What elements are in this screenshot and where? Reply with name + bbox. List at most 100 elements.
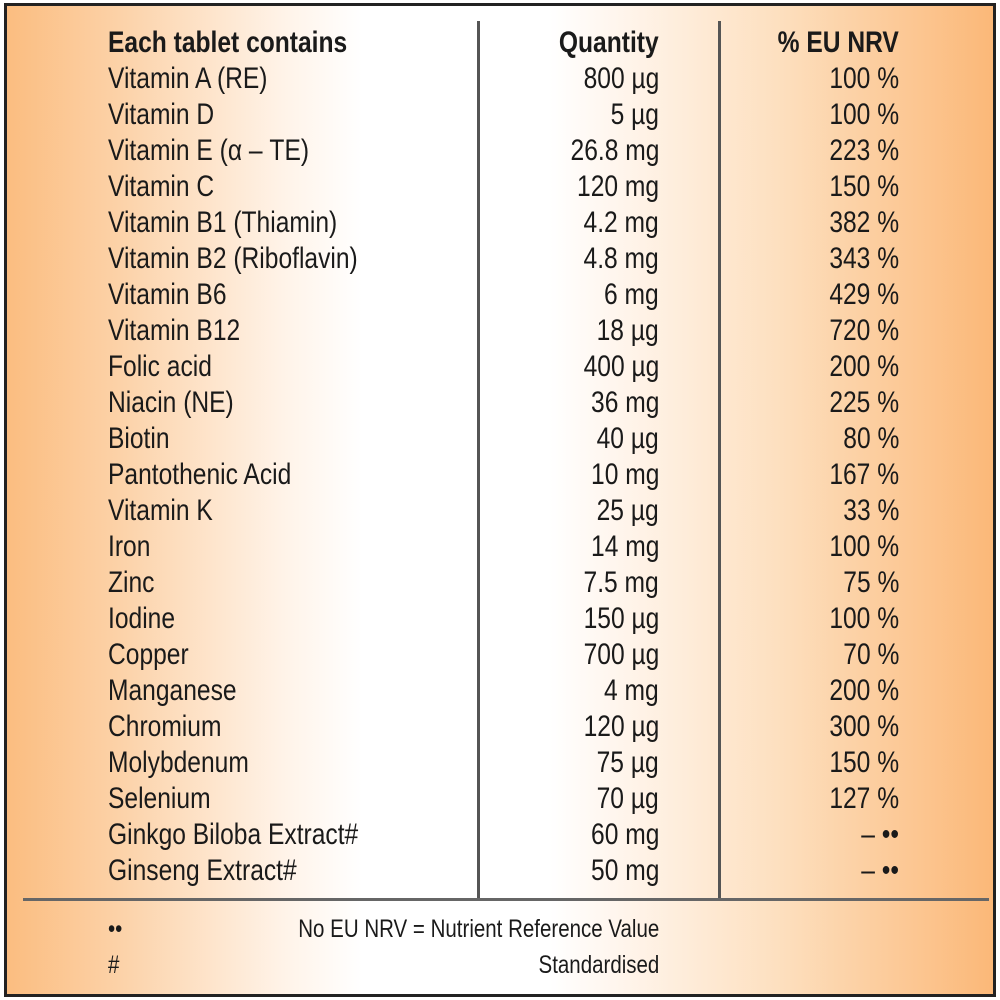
nutrient-quantity: 6 mg xyxy=(604,278,659,311)
nutrient-quantity: 400 µg xyxy=(583,350,659,383)
nutrient-nrv: 75 % xyxy=(842,566,899,599)
nutrient-name: Vitamin B6 xyxy=(108,278,227,311)
nutrient-name: Biotin xyxy=(108,422,170,455)
nutrient-quantity: 120 µg xyxy=(583,710,659,743)
nutrient-quantity: 4 mg xyxy=(604,674,659,707)
footnote-symbol: # xyxy=(108,951,120,979)
header-name: Each tablet contains xyxy=(108,26,348,59)
nutrient-nrv: – •• xyxy=(861,818,899,851)
nutrition-table: Each tablet contains Quantity % EU NRV V… xyxy=(4,3,996,997)
nutrient-quantity: 18 µg xyxy=(596,314,659,347)
nutrient-quantity: 10 mg xyxy=(590,458,659,491)
table-row: Selenium 70 µg 127 % xyxy=(7,781,993,817)
header-quantity: Quantity xyxy=(559,26,659,59)
table-row: Folic acid 400 µg 200 % xyxy=(7,349,993,385)
table-row: Pantothenic Acid 10 mg 167 % xyxy=(7,457,993,493)
nutrient-quantity: 150 µg xyxy=(583,602,659,635)
nutrient-name: Vitamin K xyxy=(108,494,213,527)
nutrient-nrv: 150 % xyxy=(829,170,899,203)
nutrient-nrv: 100 % xyxy=(829,98,899,131)
nutrient-quantity: 4.2 mg xyxy=(583,206,659,239)
nutrient-name: Chromium xyxy=(108,710,222,743)
nutrient-name: Vitamin A (RE) xyxy=(108,62,268,95)
header-nrv: % EU NRV xyxy=(777,26,899,59)
footnote-text: No EU NRV = Nutrient Reference Value xyxy=(297,915,659,943)
nutrient-nrv: 429 % xyxy=(829,278,899,311)
nutrient-nrv: 150 % xyxy=(829,746,899,779)
nutrient-name: Vitamin E (α – TE) xyxy=(108,134,310,167)
nutrient-nrv: 200 % xyxy=(829,674,899,707)
nutrient-name: Vitamin C xyxy=(108,170,215,203)
nutrient-quantity: 36 mg xyxy=(590,386,659,419)
nutrient-name: Manganese xyxy=(108,674,237,707)
footnote-text: Standardised xyxy=(538,951,659,979)
nutrient-nrv: – •• xyxy=(861,854,899,887)
footer-divider xyxy=(23,898,989,901)
nutrient-nrv: 80 % xyxy=(842,422,899,455)
table-row: Chromium 120 µg 300 % xyxy=(7,709,993,745)
table-row: Ginkgo Biloba Extract# 60 mg – •• xyxy=(7,817,993,853)
column-divider xyxy=(477,21,480,901)
nutrient-name: Copper xyxy=(108,638,189,671)
nutrient-quantity: 14 mg xyxy=(590,530,659,563)
nutrient-nrv: 382 % xyxy=(829,206,899,239)
nutrient-name: Ginkgo Biloba Extract# xyxy=(108,818,359,851)
table-row: Vitamin A (RE) 800 µg 100 % xyxy=(7,61,993,97)
nutrient-nrv: 33 % xyxy=(842,494,899,527)
nutrient-nrv: 720 % xyxy=(829,314,899,347)
nutrient-name: Niacin (NE) xyxy=(108,386,234,419)
nutrient-name: Iodine xyxy=(108,602,176,635)
nutrient-quantity: 25 µg xyxy=(596,494,659,527)
nutrient-name: Folic acid xyxy=(108,350,212,383)
table-row: Biotin 40 µg 80 % xyxy=(7,421,993,457)
table-row: Copper 700 µg 70 % xyxy=(7,637,993,673)
table-row: Vitamin B6 6 mg 429 % xyxy=(7,277,993,313)
nutrient-quantity: 70 µg xyxy=(596,782,659,815)
nutrient-nrv: 225 % xyxy=(829,386,899,419)
nutrient-nrv: 200 % xyxy=(829,350,899,383)
nutrient-name: Pantothenic Acid xyxy=(108,458,292,491)
nutrient-nrv: 167 % xyxy=(829,458,899,491)
nutrient-quantity: 800 µg xyxy=(583,62,659,95)
nutrient-quantity: 700 µg xyxy=(583,638,659,671)
nutrient-name: Vitamin B2 (Riboflavin) xyxy=(108,242,358,275)
nutrient-name: Vitamin D xyxy=(108,98,215,131)
nutrient-quantity: 75 µg xyxy=(596,746,659,779)
table-row: Vitamin K 25 µg 33 % xyxy=(7,493,993,529)
nutrient-quantity: 5 µg xyxy=(610,98,659,131)
nutrient-nrv: 100 % xyxy=(829,62,899,95)
nutrient-name: Selenium xyxy=(108,782,211,815)
nutrient-name: Vitamin B12 xyxy=(108,314,241,347)
nutrient-name: Iron xyxy=(108,530,151,563)
table-row: Vitamin B12 18 µg 720 % xyxy=(7,313,993,349)
table-row: Vitamin B2 (Riboflavin) 4.8 mg 343 % xyxy=(7,241,993,277)
nutrient-quantity: 7.5 mg xyxy=(583,566,659,599)
nutrient-name: Molybdenum xyxy=(108,746,249,779)
nutrient-nrv: 127 % xyxy=(829,782,899,815)
nutrient-name: Zinc xyxy=(108,566,155,599)
table-row: Iron 14 mg 100 % xyxy=(7,529,993,565)
nutrient-nrv: 100 % xyxy=(829,602,899,635)
table-row: Vitamin E (α – TE) 26.8 mg 223 % xyxy=(7,133,993,169)
table-row: Zinc 7.5 mg 75 % xyxy=(7,565,993,601)
table-row: Iodine 150 µg 100 % xyxy=(7,601,993,637)
nutrient-nrv: 300 % xyxy=(829,710,899,743)
table-header: Each tablet contains Quantity % EU NRV xyxy=(7,25,993,61)
footnote-symbol: •• xyxy=(108,915,123,943)
table-row: Niacin (NE) 36 mg 225 % xyxy=(7,385,993,421)
table-row: Manganese 4 mg 200 % xyxy=(7,673,993,709)
nutrient-nrv: 70 % xyxy=(842,638,899,671)
table-row: Ginseng Extract# 50 mg – •• xyxy=(7,853,993,889)
nutrient-quantity: 26.8 mg xyxy=(570,134,659,167)
nutrient-quantity: 50 mg xyxy=(590,854,659,887)
table-row: Vitamin B1 (Thiamin) 4.2 mg 382 % xyxy=(7,205,993,241)
table-row: Vitamin D 5 µg 100 % xyxy=(7,97,993,133)
table-row: Molybdenum 75 µg 150 % xyxy=(7,745,993,781)
column-divider xyxy=(718,21,721,901)
nutrient-name: Ginseng Extract# xyxy=(108,854,297,887)
nutrient-quantity: 4.8 mg xyxy=(583,242,659,275)
table-row: Vitamin C 120 mg 150 % xyxy=(7,169,993,205)
nutrient-nrv: 100 % xyxy=(829,530,899,563)
nutrient-name: Vitamin B1 (Thiamin) xyxy=(108,206,338,239)
nutrient-quantity: 40 µg xyxy=(596,422,659,455)
